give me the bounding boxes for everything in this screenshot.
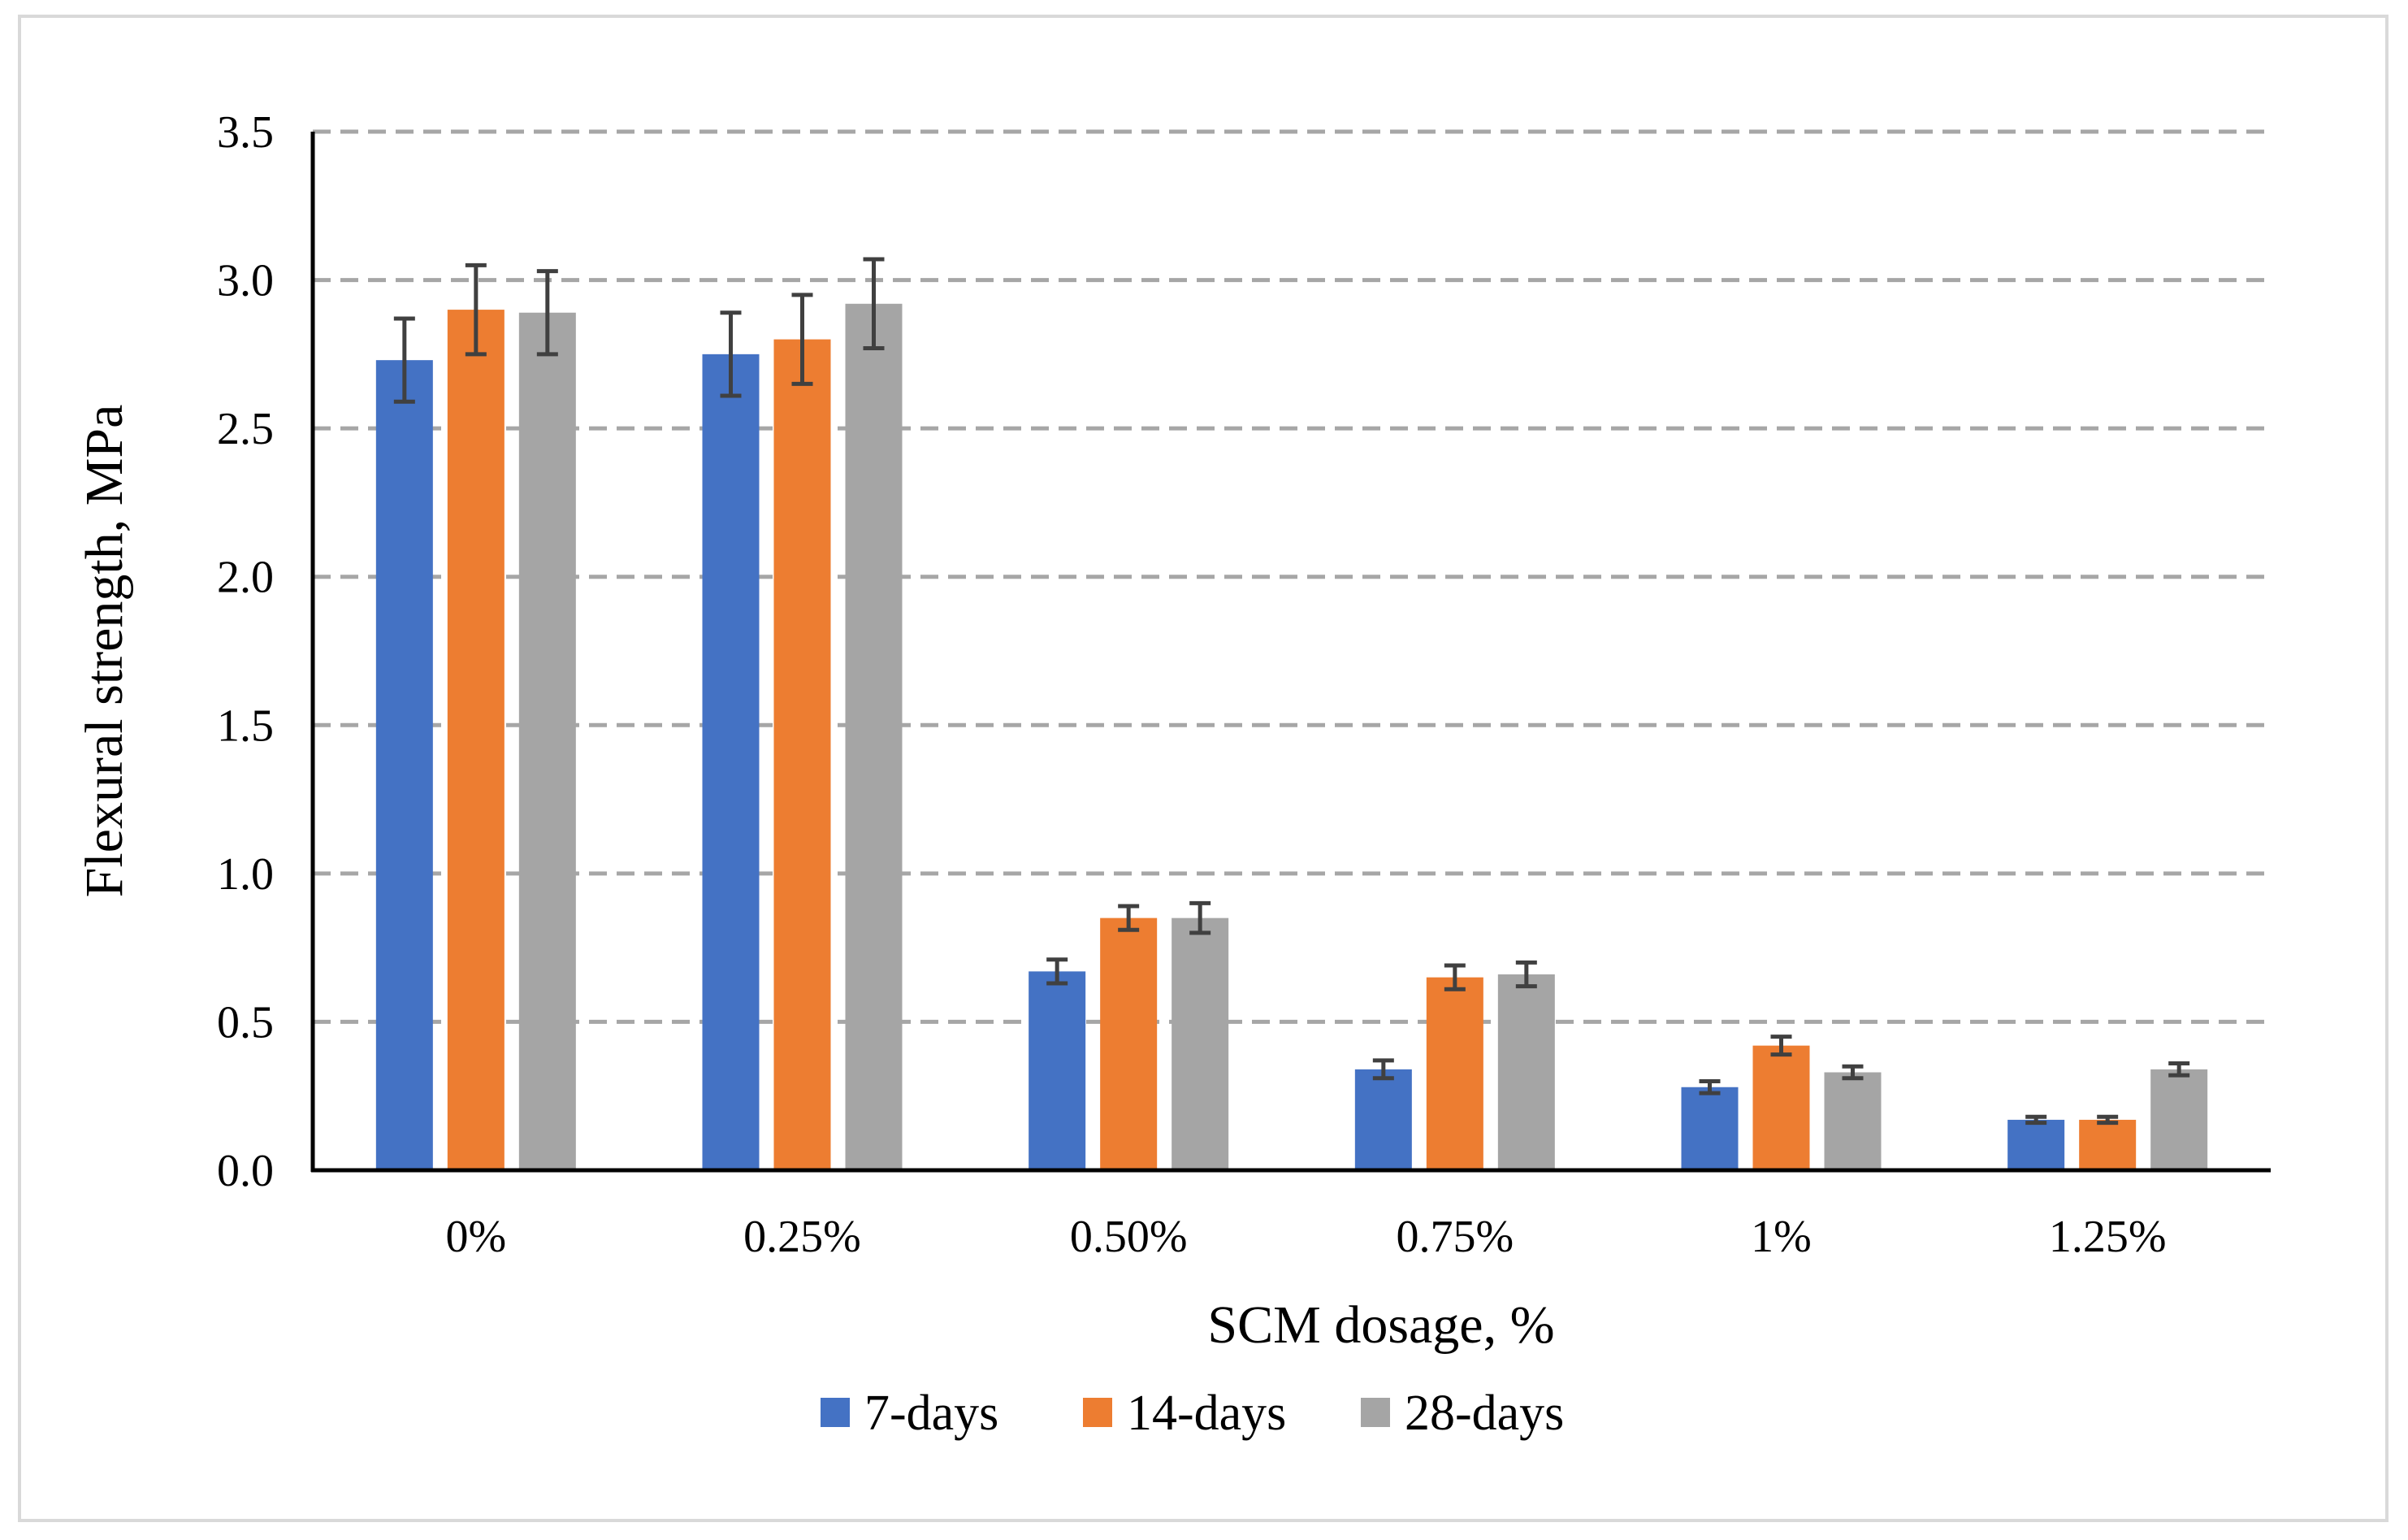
bar-28-days-5	[2150, 1069, 2208, 1170]
error-bar-14-days-2	[1118, 904, 1140, 932]
y-tick-label: 0.5	[217, 997, 274, 1048]
error-bar-14-days-4	[1770, 1035, 1792, 1057]
error-bar-28-days-4	[1842, 1064, 1864, 1081]
y-tick-label: 1.5	[217, 701, 274, 751]
x-axis-title: SCM dosage, %	[1207, 1295, 1554, 1355]
gridlines	[313, 129, 2271, 1024]
legend: 7-days 14-days 28-days	[821, 1386, 1564, 1441]
bar-7-days-3	[1354, 1069, 1412, 1170]
bar-28-days-1	[845, 303, 903, 1171]
bar-28-days-0	[518, 312, 576, 1170]
bar-28-days-3	[1497, 974, 1555, 1170]
legend-swatch	[821, 1398, 850, 1427]
bar-28-days-4	[1824, 1072, 1882, 1170]
legend-item-14-days: 14-days	[1083, 1386, 1286, 1441]
x-tick-label: 0%	[446, 1212, 507, 1262]
legend-item-28-days: 28-days	[1361, 1386, 1564, 1441]
error-bar-14-days-3	[1444, 963, 1466, 991]
y-tick-label: 2.0	[217, 553, 274, 603]
x-tick-label: 0.25%	[743, 1212, 861, 1262]
error-bar-28-days-1	[863, 257, 885, 351]
legend-swatch	[1083, 1398, 1112, 1427]
x-tick-label: 0.50%	[1070, 1212, 1188, 1262]
y-axis-title: Flexural strength, MPa	[75, 405, 134, 898]
error-bar-7-days-5	[2025, 1114, 2047, 1126]
x-tick-label: 1%	[1751, 1212, 1812, 1262]
bar-14-days-3	[1426, 977, 1483, 1170]
bars	[375, 303, 2208, 1171]
error-bar-7-days-2	[1046, 957, 1068, 986]
bar-7-days-0	[375, 360, 433, 1170]
legend-label: 14-days	[1127, 1386, 1286, 1441]
bar-14-days-4	[1752, 1045, 1810, 1170]
error-bar-7-days-0	[393, 316, 415, 404]
bar-7-days-4	[1681, 1087, 1739, 1170]
bar-7-days-2	[1029, 971, 1086, 1170]
axes	[310, 132, 2271, 1173]
y-tick-label: 3.5	[217, 107, 274, 158]
legend-item-7-days: 7-days	[821, 1386, 998, 1441]
error-bar-28-days-2	[1189, 900, 1211, 935]
x-tick-labels: 0% 0.25% 0.50% 0.75% 1% 1.25%	[446, 1212, 2167, 1262]
legend-label: 7-days	[864, 1386, 998, 1441]
x-tick-label: 0.75%	[1397, 1212, 1514, 1262]
y-tick-label: 1.0	[217, 849, 274, 900]
bar-14-days-5	[2079, 1119, 2137, 1170]
error-bar-7-days-1	[720, 310, 742, 398]
error-bar-7-days-3	[1372, 1058, 1394, 1081]
bar-14-days-0	[447, 310, 505, 1171]
error-bar-28-days-3	[1515, 960, 1537, 989]
error-bar-14-days-0	[465, 262, 487, 357]
error-bars	[393, 257, 2190, 1126]
bar-14-days-2	[1100, 917, 1158, 1170]
y-tick-label: 2.5	[217, 404, 274, 454]
bar-28-days-2	[1172, 917, 1229, 1170]
error-bar-28-days-5	[2168, 1061, 2190, 1078]
error-bar-14-days-5	[2097, 1114, 2119, 1126]
x-tick-label: 1.25%	[2049, 1212, 2167, 1262]
error-bar-28-days-0	[536, 269, 558, 357]
legend-label: 28-days	[1405, 1386, 1564, 1441]
bar-7-days-5	[2007, 1119, 2065, 1170]
y-tick-label: 3.0	[217, 256, 274, 306]
y-tick-label: 0.0	[217, 1146, 274, 1196]
legend-swatch	[1361, 1398, 1390, 1427]
bar-7-days-1	[702, 354, 760, 1170]
bar-14-days-1	[773, 339, 831, 1171]
error-bar-14-days-1	[791, 293, 813, 386]
error-bar-7-days-4	[1699, 1078, 1721, 1095]
y-tick-labels: 0.0 0.5 1.0 1.5 2.0 2.5 3.0 3.5	[217, 107, 274, 1196]
